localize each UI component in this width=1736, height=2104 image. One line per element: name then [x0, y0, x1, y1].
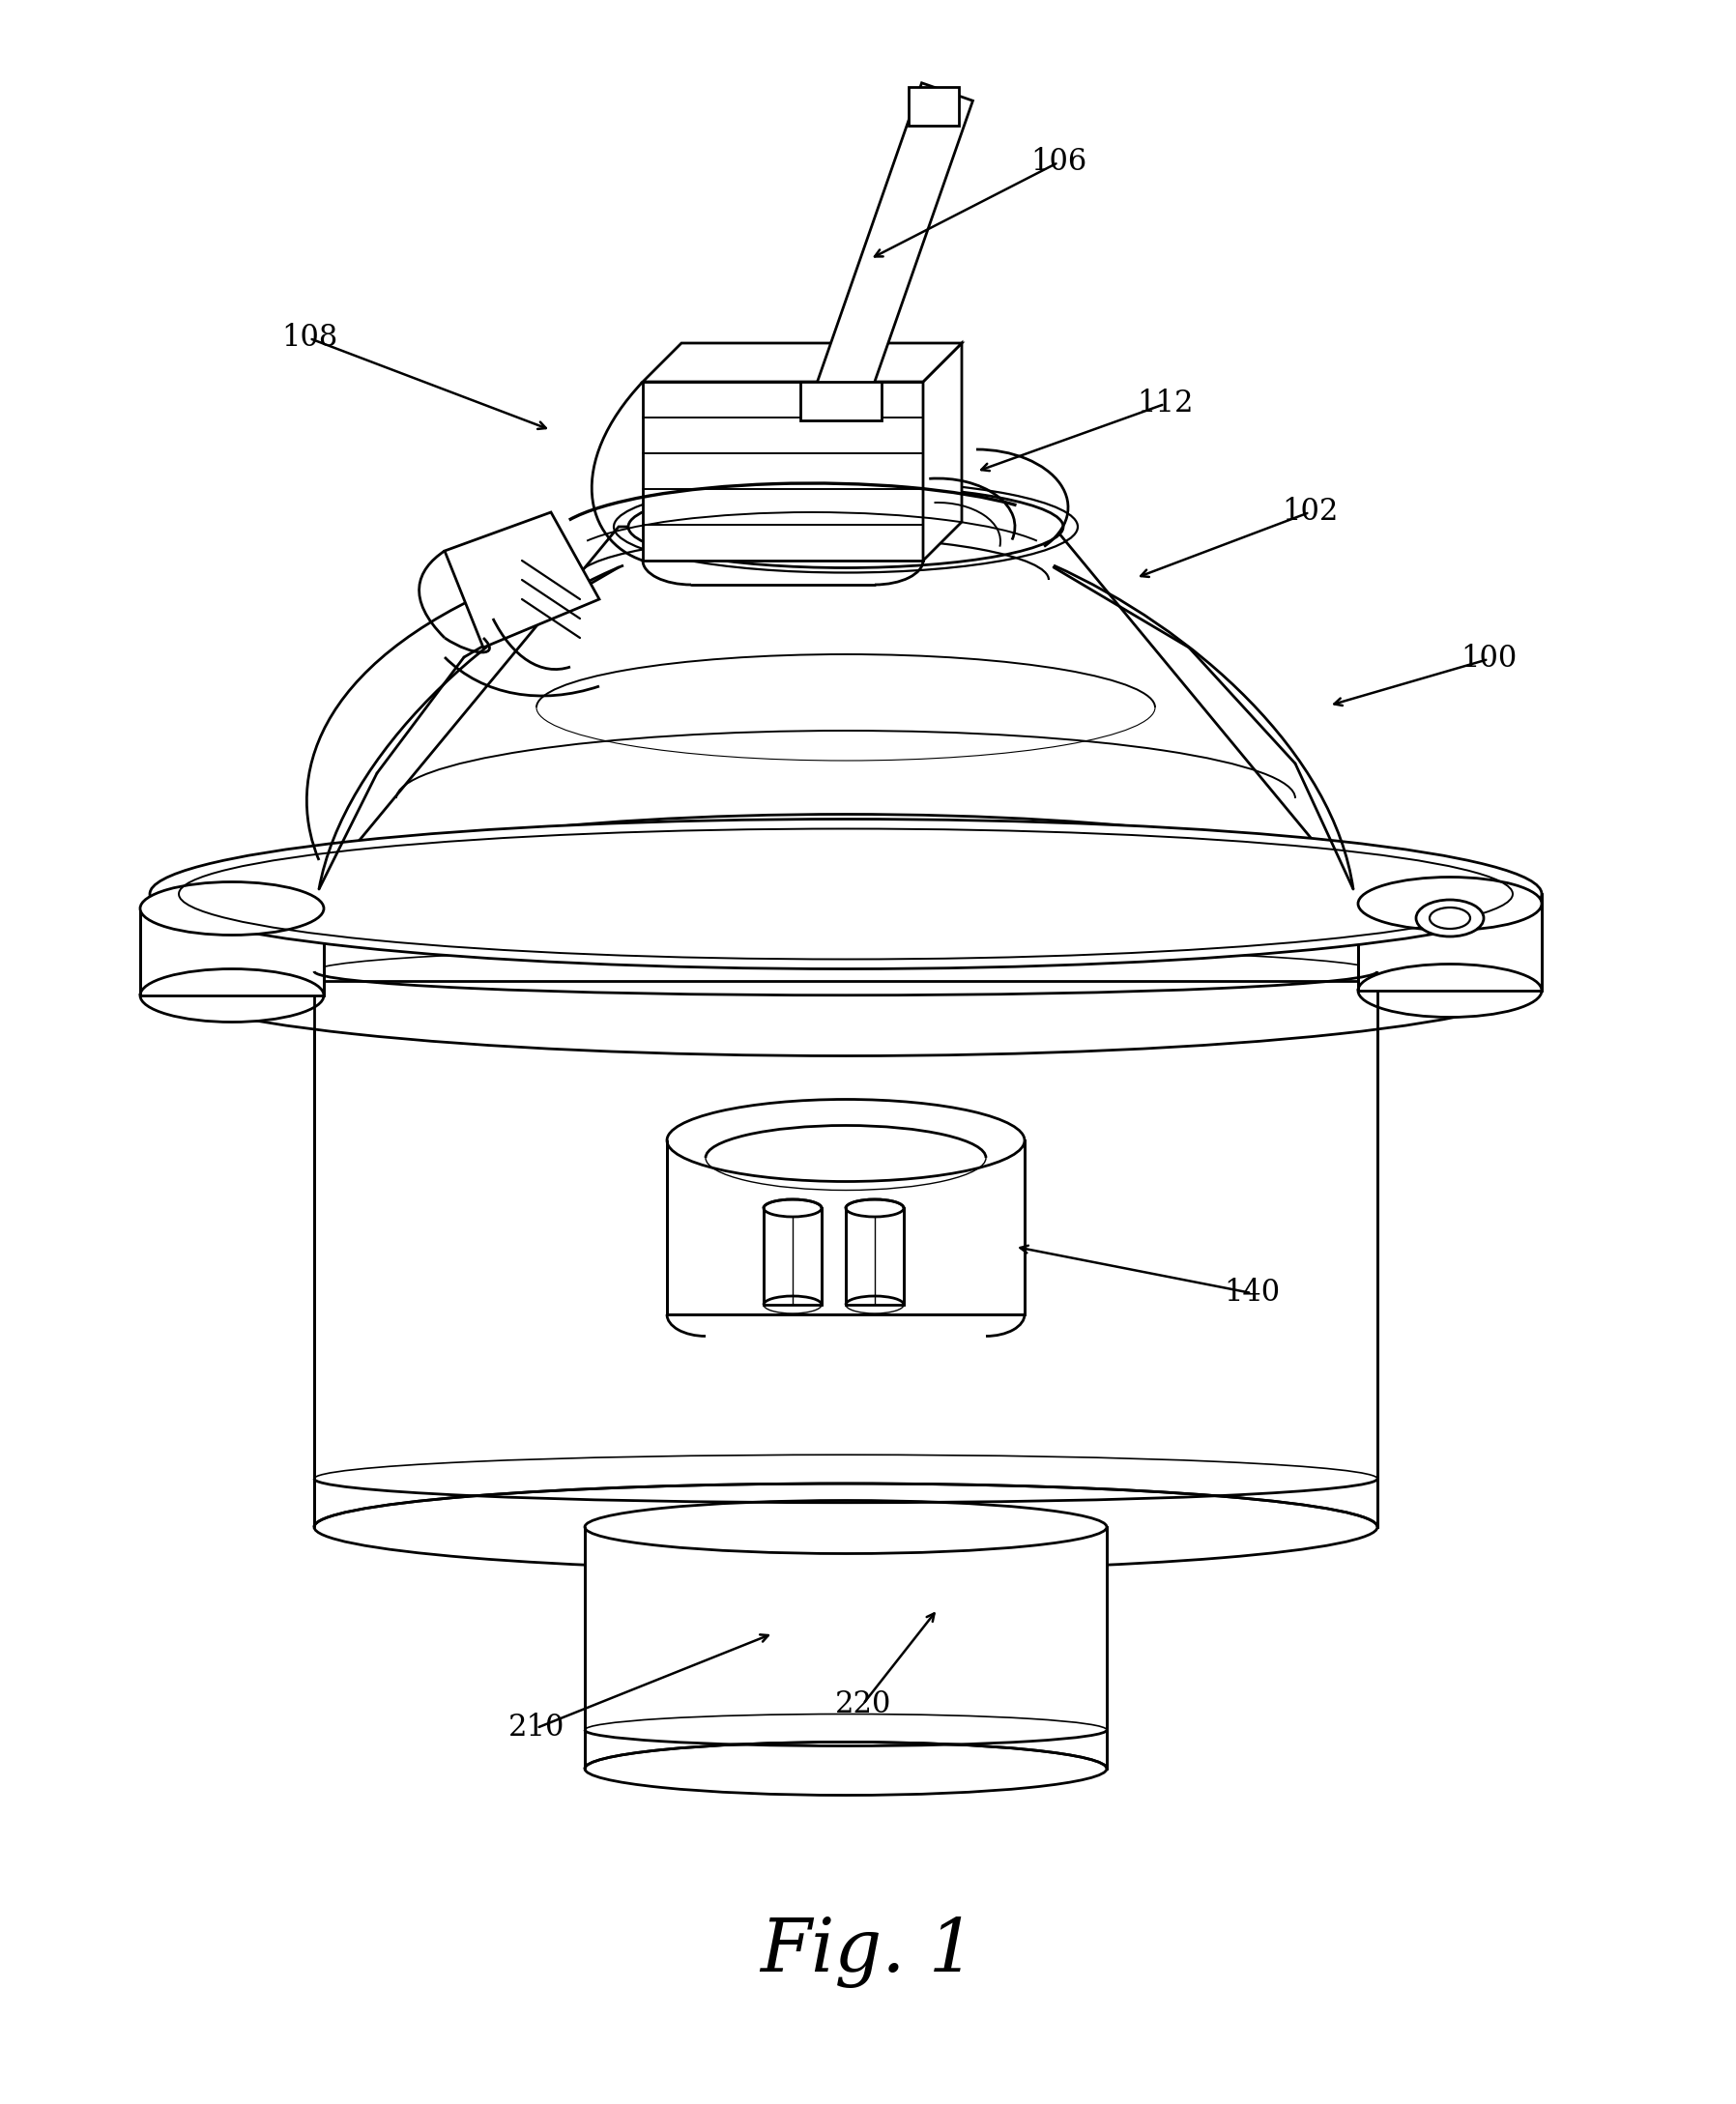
- Polygon shape: [667, 1140, 1024, 1315]
- Polygon shape: [642, 343, 962, 381]
- Text: 102: 102: [1281, 497, 1338, 528]
- Text: 112: 112: [1137, 389, 1193, 419]
- Ellipse shape: [1417, 901, 1484, 936]
- Polygon shape: [800, 381, 882, 421]
- Ellipse shape: [585, 1500, 1108, 1553]
- Ellipse shape: [585, 1742, 1108, 1795]
- Ellipse shape: [667, 1100, 1024, 1182]
- Polygon shape: [319, 526, 1354, 890]
- Polygon shape: [764, 1208, 821, 1304]
- Text: Fig. 1: Fig. 1: [760, 1917, 976, 1988]
- Ellipse shape: [141, 968, 325, 1023]
- Ellipse shape: [1358, 877, 1542, 930]
- Ellipse shape: [845, 1199, 904, 1216]
- Ellipse shape: [1429, 907, 1470, 928]
- Ellipse shape: [314, 1483, 1377, 1570]
- Polygon shape: [816, 82, 972, 406]
- Polygon shape: [845, 1208, 904, 1304]
- Ellipse shape: [628, 486, 1062, 568]
- Ellipse shape: [314, 875, 1377, 962]
- Text: 100: 100: [1460, 644, 1517, 673]
- Ellipse shape: [149, 907, 1542, 1056]
- Ellipse shape: [141, 882, 325, 934]
- Text: 106: 106: [1029, 147, 1087, 177]
- Polygon shape: [141, 909, 325, 995]
- Text: 108: 108: [281, 324, 337, 353]
- Polygon shape: [908, 86, 958, 126]
- Polygon shape: [314, 917, 1377, 1528]
- Polygon shape: [1358, 903, 1542, 991]
- Text: 210: 210: [509, 1713, 564, 1742]
- Polygon shape: [319, 566, 618, 890]
- Polygon shape: [444, 511, 599, 648]
- Polygon shape: [642, 381, 924, 560]
- Text: 140: 140: [1224, 1277, 1279, 1309]
- Ellipse shape: [764, 1199, 821, 1216]
- Polygon shape: [149, 894, 1542, 980]
- Ellipse shape: [1358, 964, 1542, 1016]
- Polygon shape: [585, 1528, 1108, 1769]
- Polygon shape: [924, 343, 962, 560]
- Text: 220: 220: [835, 1690, 891, 1719]
- Polygon shape: [1054, 566, 1354, 890]
- Ellipse shape: [149, 818, 1542, 968]
- Ellipse shape: [319, 814, 1373, 964]
